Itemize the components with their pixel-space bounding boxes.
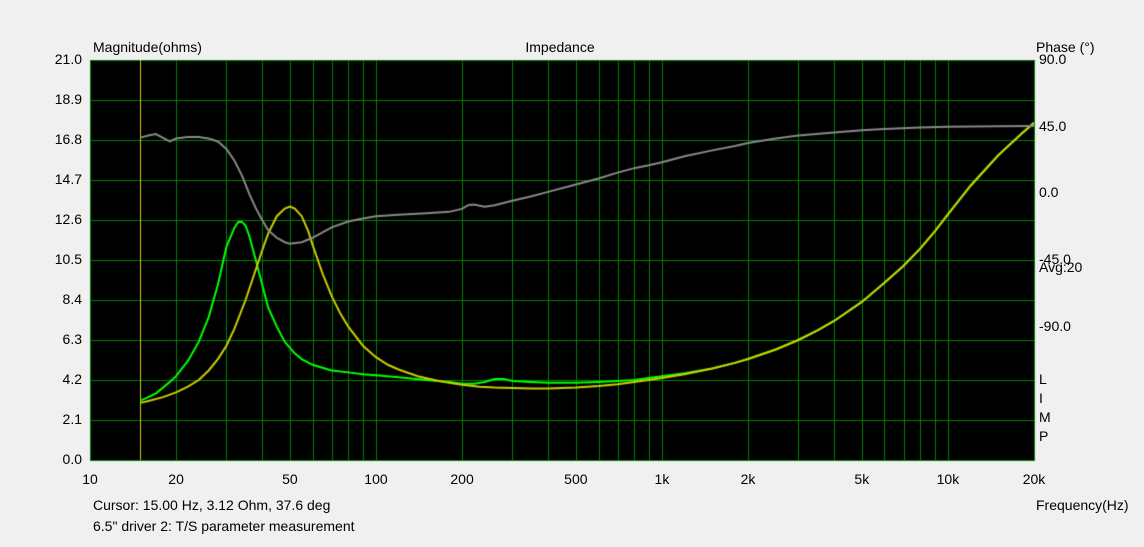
y-left-tick-label: 0.0 xyxy=(63,451,82,467)
y-left-tick-label: 16.8 xyxy=(55,131,82,147)
y-left-tick-label: 18.9 xyxy=(55,91,82,107)
x-tick-label: 10k xyxy=(937,471,960,487)
x-tick-label: 10 xyxy=(82,471,98,487)
cursor-readout: Cursor: 15.00 Hz, 3.12 Ohm, 37.6 deg xyxy=(93,497,330,513)
x-tick-label: 20k xyxy=(1023,471,1046,487)
avg-label: Avg:20 xyxy=(1039,259,1082,275)
x-tick-label: 20 xyxy=(168,471,184,487)
y-left-tick-label: 14.7 xyxy=(55,171,82,187)
chart-container: 0.0 2.1 4.2 6.3 8.4 10.5 12.6 14.7 16.8 18.9 21.0 -… xyxy=(0,0,1144,547)
y-right-tick-label: 0.0 xyxy=(1039,184,1058,200)
x-tick-label: 50 xyxy=(282,471,298,487)
limp-char: P xyxy=(1039,428,1048,444)
x-tick-label: 5k xyxy=(854,471,869,487)
y-left-tick-label: 2.1 xyxy=(63,411,82,427)
y-left-tick-label: 10.5 xyxy=(55,251,82,267)
y-right-axis-label: Phase (°) xyxy=(1036,39,1095,55)
y-right-tick-label: -90.0 xyxy=(1039,318,1071,334)
y-left-tick-label: 8.4 xyxy=(63,291,82,307)
chart-canvas xyxy=(0,0,1144,547)
y-left-tick-label: 6.3 xyxy=(63,331,82,347)
x-axis-label: Frequency(Hz) xyxy=(1036,497,1129,513)
x-tick-label: 200 xyxy=(450,471,473,487)
subtitle: 6.5" driver 2: T/S parameter measurement xyxy=(93,518,355,534)
y-left-tick-label: 21.0 xyxy=(55,51,82,67)
limp-char: M xyxy=(1039,409,1051,425)
y-right-tick-label: 45.0 xyxy=(1039,118,1066,134)
x-tick-label: 100 xyxy=(364,471,387,487)
chart-title: Impedance xyxy=(525,39,594,55)
x-tick-label: 2k xyxy=(741,471,756,487)
x-tick-label: 1k xyxy=(655,471,670,487)
limp-char: L xyxy=(1039,371,1047,387)
y-left-tick-label: 4.2 xyxy=(63,371,82,387)
y-left-tick-label: 12.6 xyxy=(55,211,82,227)
y-left-axis-label: Magnitude(ohms) xyxy=(93,39,202,55)
limp-char: I xyxy=(1039,390,1043,406)
x-tick-label: 500 xyxy=(564,471,587,487)
